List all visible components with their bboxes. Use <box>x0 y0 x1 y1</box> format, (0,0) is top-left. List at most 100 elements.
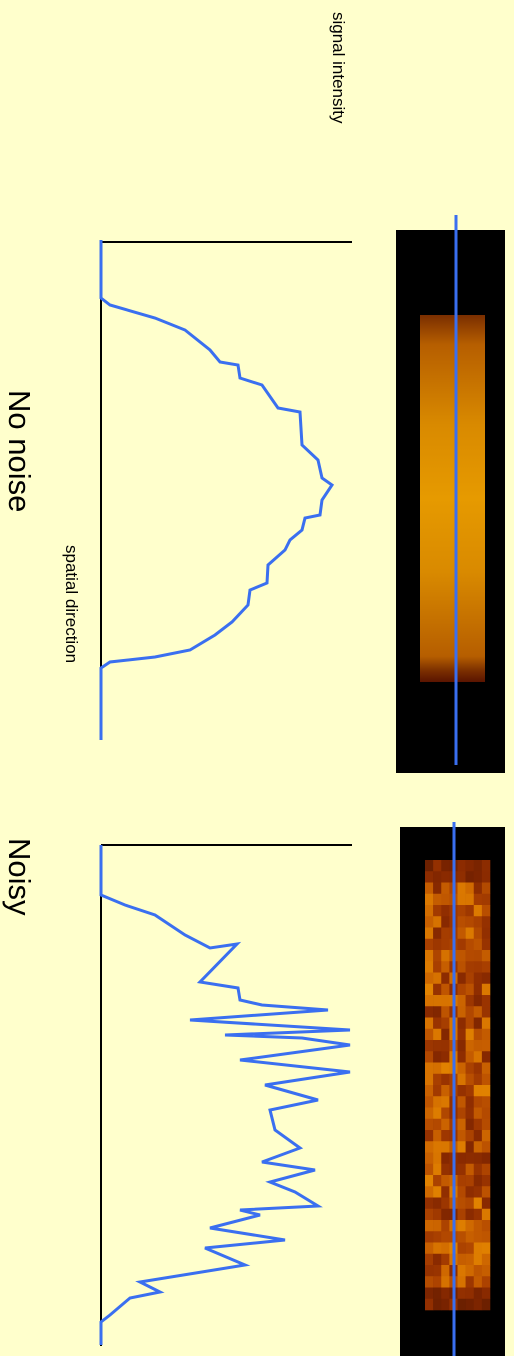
pixel <box>474 1040 482 1052</box>
pixel <box>482 939 490 951</box>
pixel <box>458 1299 466 1311</box>
pixel <box>433 871 441 883</box>
pixel <box>441 1051 449 1063</box>
pixel <box>466 1119 474 1131</box>
pixel <box>425 1074 433 1086</box>
pixel <box>474 1096 482 1108</box>
pixel <box>433 1153 441 1165</box>
pixel <box>433 973 441 985</box>
pixel <box>441 883 449 895</box>
pixel <box>482 1186 490 1198</box>
pixel <box>441 973 449 985</box>
pixel <box>466 961 474 973</box>
pixel <box>466 1018 474 1030</box>
pixel <box>441 1299 449 1311</box>
pixel <box>441 1130 449 1142</box>
pixel <box>474 961 482 973</box>
pixel <box>425 871 433 883</box>
pixel <box>433 984 441 996</box>
pixel <box>466 1220 474 1232</box>
pixel <box>441 1186 449 1198</box>
pixel <box>466 1006 474 1018</box>
pixel <box>433 1243 441 1255</box>
pixel <box>425 1175 433 1187</box>
pixel <box>433 1265 441 1277</box>
pixel <box>482 1209 490 1221</box>
pixel <box>482 1051 490 1063</box>
pixel <box>466 1276 474 1288</box>
pixel <box>466 1209 474 1221</box>
pixel <box>433 1220 441 1232</box>
pixel <box>433 1299 441 1311</box>
pixel <box>474 1029 482 1041</box>
pixel <box>482 1288 490 1300</box>
pixel <box>458 1153 466 1165</box>
pixel <box>458 1006 466 1018</box>
pixel <box>466 1254 474 1266</box>
pixel <box>441 1074 449 1086</box>
pixel <box>425 1231 433 1243</box>
pixel <box>458 1130 466 1142</box>
pixel <box>441 1153 449 1165</box>
pixel <box>458 984 466 996</box>
pixel <box>433 1051 441 1063</box>
pixel <box>433 916 441 928</box>
pixel <box>433 1231 441 1243</box>
pixel <box>466 1051 474 1063</box>
pixel <box>482 961 490 973</box>
pixel <box>425 984 433 996</box>
pixel <box>474 950 482 962</box>
pixel <box>482 1063 490 1075</box>
pixel <box>441 928 449 940</box>
pixel <box>425 1119 433 1131</box>
pixel <box>441 961 449 973</box>
pixel <box>466 883 474 895</box>
pixel <box>474 1063 482 1075</box>
pixel <box>482 1040 490 1052</box>
pixel <box>433 894 441 906</box>
pixel <box>433 1040 441 1052</box>
pixel <box>458 860 466 872</box>
pixel <box>425 1198 433 1210</box>
pixel <box>441 1164 449 1176</box>
pixel <box>458 939 466 951</box>
pixel <box>474 1220 482 1232</box>
pixel <box>433 939 441 951</box>
pixel <box>458 1186 466 1198</box>
pixel <box>441 1209 449 1221</box>
pixel <box>474 1254 482 1266</box>
pixel <box>482 973 490 985</box>
pixel <box>433 1175 441 1187</box>
pixel <box>466 973 474 985</box>
pixel <box>458 1265 466 1277</box>
pixel <box>474 1243 482 1255</box>
pixel <box>466 1074 474 1086</box>
pixel <box>425 1288 433 1300</box>
pixel <box>458 961 466 973</box>
pixel <box>482 1254 490 1266</box>
page: signal intensity spatial direction No no… <box>0 0 514 1356</box>
pixel <box>458 995 466 1007</box>
pixel <box>458 1018 466 1030</box>
pixel <box>458 1051 466 1063</box>
pixel <box>425 1164 433 1176</box>
pixel <box>474 939 482 951</box>
pixel <box>425 950 433 962</box>
pixel <box>466 1288 474 1300</box>
pixel <box>458 894 466 906</box>
pixel <box>474 1018 482 1030</box>
pixel <box>474 1276 482 1288</box>
pixel <box>474 905 482 917</box>
pixel <box>441 1040 449 1052</box>
pixel <box>474 871 482 883</box>
pixel <box>466 1108 474 1120</box>
pixel <box>425 1029 433 1041</box>
pixel <box>458 1074 466 1086</box>
pixel <box>458 1141 466 1153</box>
pixel <box>425 1130 433 1142</box>
pixel <box>425 894 433 906</box>
pixel <box>433 1141 441 1153</box>
smooth-image <box>420 315 485 682</box>
pixel <box>433 1063 441 1075</box>
pixel <box>482 995 490 1007</box>
